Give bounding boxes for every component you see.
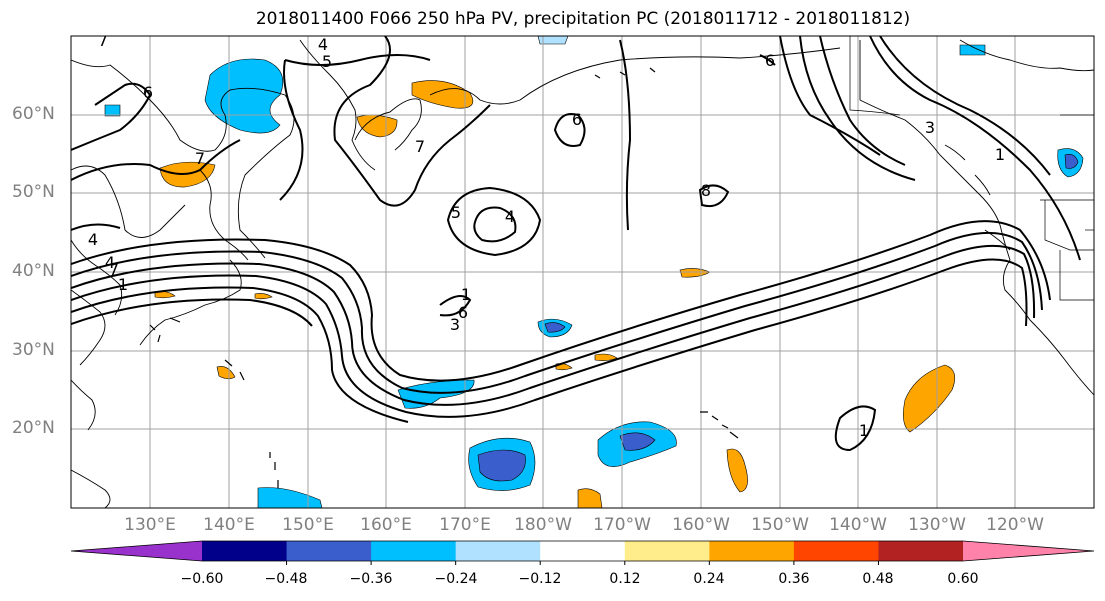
contour-label: 4 — [505, 207, 515, 226]
colorbar-tick-label: −0.24 — [434, 571, 478, 587]
contour-label: 6 — [765, 51, 775, 70]
contour-label: 1 — [118, 275, 128, 294]
lon-label: 160°E — [360, 515, 412, 535]
contour-label: 3 — [925, 118, 935, 137]
precip-shading — [104, 36, 1084, 508]
colorbar-segment — [878, 541, 964, 561]
contour-label: 1 — [461, 285, 471, 304]
colorbar-tick-label: 0.24 — [693, 571, 725, 587]
lon-label: 140°W — [829, 515, 887, 535]
lat-label: 20°N — [12, 418, 55, 438]
colorbar-tick-label: −0.60 — [180, 571, 224, 587]
precip-blob — [204, 58, 284, 134]
lon-label: 140°E — [203, 515, 255, 535]
contour-label: 7 — [195, 149, 205, 168]
precip-blob — [537, 36, 569, 45]
precip-blob — [679, 268, 711, 278]
precip-blob — [959, 44, 986, 56]
colorbar-segment — [709, 541, 795, 561]
contour-label: 4 — [318, 35, 328, 54]
contour-label: 7 — [415, 137, 425, 156]
lon-label: 160°W — [672, 515, 730, 535]
lat-label: 30°N — [12, 340, 55, 360]
contour-label: 7 — [109, 260, 119, 279]
colorbar-segment — [793, 541, 879, 561]
colorbar-segment — [624, 541, 710, 561]
colorbar-tick-label: −0.36 — [349, 571, 393, 587]
colorbar-segment — [202, 541, 288, 561]
colorbar-tick-label: −0.48 — [264, 571, 308, 587]
contour-label: 8 — [701, 181, 711, 200]
contour-label: 7 — [98, 31, 108, 50]
contour-label: 4 — [105, 253, 115, 272]
islands — [149, 67, 739, 488]
colorbar-tick-label: −0.12 — [518, 571, 562, 587]
political-boundaries — [849, 36, 1094, 301]
pv-contours — [71, 36, 1081, 452]
map-title: 2018011400 F066 250 hPa PV, precipitatio… — [255, 9, 911, 29]
contour-label: 5 — [322, 52, 332, 71]
precip-blob — [1064, 154, 1079, 169]
contour-label: 1 — [859, 421, 869, 440]
lon-label: 130°W — [908, 515, 966, 535]
precip-blob — [477, 449, 526, 482]
colorbar-tick-label: 0.48 — [862, 571, 894, 587]
contour-label: 4 — [88, 230, 98, 249]
precip-blob — [254, 293, 273, 300]
colorbar-extend-low — [71, 541, 202, 561]
lon-label: 130°E — [124, 515, 176, 535]
colorbar-segment — [540, 541, 626, 561]
contour-label: 6 — [143, 83, 153, 102]
colorbar — [70, 540, 1095, 565]
colorbar-tick-label: 0.12 — [609, 571, 641, 587]
colorbar-segment — [455, 541, 541, 561]
precip-blob — [216, 366, 236, 380]
precip-blob — [104, 104, 121, 117]
lon-label: 120°W — [986, 515, 1044, 535]
lon-label: 150°E — [282, 515, 334, 535]
lon-label: 150°W — [751, 515, 809, 535]
graticule — [71, 36, 1094, 508]
contour-labels: 4 5 6 6 6 7 7 7 8 5 4 7 1 6 3 1 3 1 4 4 … — [88, 31, 1005, 440]
colorbar-outline — [70, 540, 1095, 562]
colorbar-segment — [286, 541, 372, 561]
precip-blob — [726, 448, 748, 493]
contour-label: 5 — [451, 203, 461, 222]
lon-label: 170°W — [593, 515, 651, 535]
coastlines — [71, 39, 1094, 508]
lat-label: 40°N — [12, 261, 55, 281]
lat-label: 50°N — [12, 182, 55, 202]
contour-label: 6 — [458, 303, 468, 322]
precip-blob — [411, 80, 474, 109]
precip-blob — [903, 364, 956, 433]
precip-blob — [619, 432, 656, 451]
plot-frame — [70, 35, 1095, 509]
lon-label: 180°W — [514, 515, 572, 535]
colorbar-tick-label: 0.36 — [778, 571, 810, 587]
colorbar-segment — [371, 541, 457, 561]
precip-blob — [577, 488, 603, 508]
contour-label: 6 — [572, 110, 582, 129]
colorbar-extend-high — [963, 541, 1094, 561]
contour-label: 3 — [450, 315, 460, 334]
precip-blob — [594, 353, 618, 361]
precip-blob — [544, 322, 566, 333]
colorbar-tick-label: 0.60 — [947, 571, 979, 587]
contour-label: 1 — [995, 145, 1005, 164]
lat-label: 60°N — [12, 104, 55, 124]
precip-blob — [356, 114, 398, 138]
precip-blob — [257, 487, 323, 508]
lon-label: 170°E — [439, 515, 491, 535]
